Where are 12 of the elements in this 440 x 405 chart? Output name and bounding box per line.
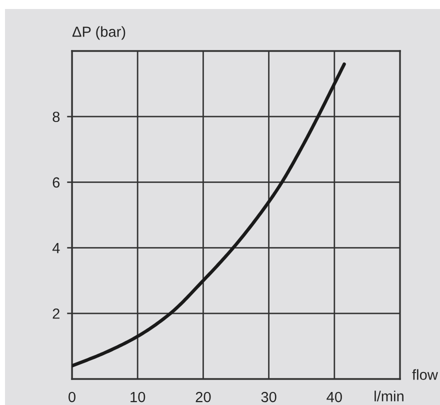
y-tick-label: 6 (52, 177, 60, 188)
x-tick-label: 40 (326, 392, 342, 402)
y-tick-label: 8 (52, 112, 60, 122)
y-axis-title: ΔP (bar) (72, 26, 126, 40)
x-tick-label: 0 (68, 392, 76, 402)
x-tick-label: 30 (261, 392, 276, 402)
y-tick-label: 2 (52, 308, 60, 319)
x-tick-label: 10 (130, 392, 146, 402)
x-axis-title: flow (412, 369, 438, 380)
x-tick-label: 20 (196, 392, 211, 402)
y-tick-label: 4 (52, 243, 60, 254)
text: l/min (374, 390, 404, 402)
